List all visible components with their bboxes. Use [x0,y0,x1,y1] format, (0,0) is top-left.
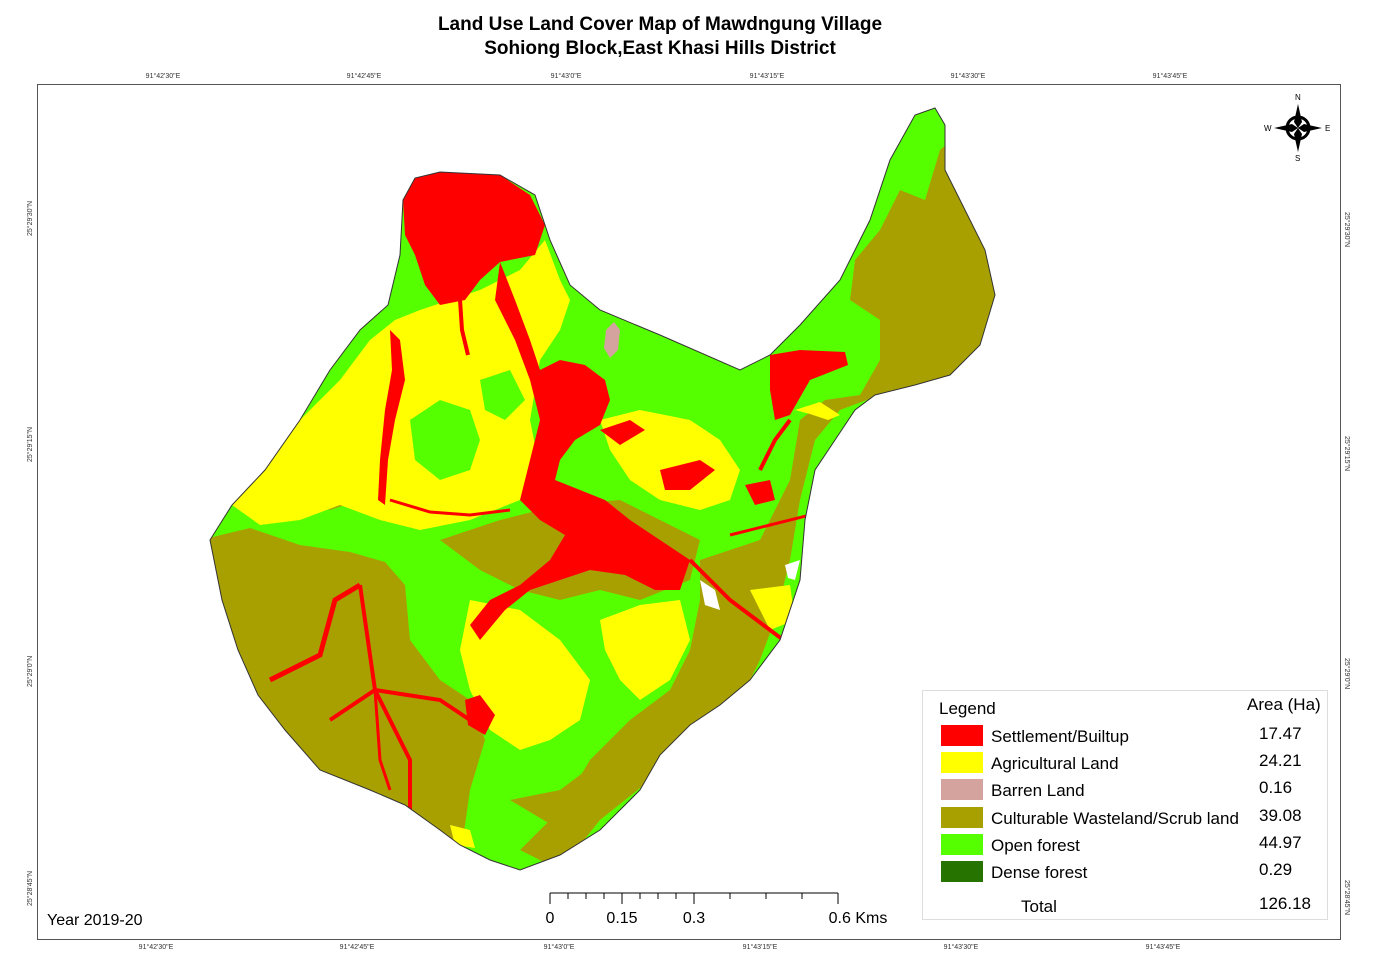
longitude-label-top: 91°43'30"E [950,73,986,80]
legend-item-area: 44.97 [1259,833,1302,852]
road-segment [688,558,792,647]
map-title-line-2: Sohiong Block,East Khasi Hills District [484,38,836,59]
legend-swatch [941,834,983,855]
longitude-label-bottom: 91°43'0"E [543,944,575,951]
compass-east-label: E [1325,124,1331,133]
longitude-label-bottom: 91°43'45"E [1145,944,1181,951]
legend-item-area: 39.08 [1259,806,1302,825]
agricultural-land-area [795,402,840,420]
scale-label: 0.6 Kms [828,910,888,927]
legend-swatch [941,779,983,800]
road-segment [268,582,362,683]
village-boundary [209,107,996,871]
compass-west-label: W [1264,124,1272,133]
legend-item: Settlement/Builtup 17.47 [941,723,1321,747]
legend-item-label: Agricultural Land [991,754,1119,773]
road-segment [729,513,811,537]
longitude-label-bottom: 91°43'15"E [742,944,778,951]
legend-item-label: Settlement/Builtup [991,727,1129,746]
legend-title: Legend [939,699,996,718]
legend-swatch [941,807,983,828]
legend-item-area: 0.16 [1259,778,1293,797]
longitude-label-top: 91°43'15"E [749,73,785,80]
agricultural-land-area [600,600,690,700]
settlement-area [660,460,715,490]
compass-north-label: N [1295,93,1301,102]
longitude-label-top: 91°42'45"E [346,73,382,80]
road-segment [458,299,470,356]
settlement-area [770,350,848,420]
legend-item-area: 24.21 [1259,751,1302,770]
longitude-label-top: 91°43'0"E [550,73,582,80]
legend-item: Open forest 44.97 [941,832,1321,856]
legend-panel: Legend Area (Ha) Settlement/Builtup 17.4… [922,690,1328,920]
legend-total-value: 126.18 [1259,894,1311,913]
legend-swatch [941,752,983,773]
barren-land-area [604,322,620,358]
road-segment [389,498,511,517]
road-segment [328,687,472,722]
longitude-label-bottom: 91°43'30"E [943,944,979,951]
legend-item: Barren Land 0.16 [941,777,1321,801]
settlement-area [378,330,405,505]
longitude-label-top: 91°42'30"E [145,73,181,80]
scale-label: 0.15 [606,910,638,927]
legend-item-label: Open forest [991,836,1080,855]
legend-swatch [941,861,983,882]
legend-item-area: 17.47 [1259,724,1302,743]
unmapped-patch [785,560,800,580]
land-cover-layer [210,108,995,870]
longitude-label-bottom: 91°42'45"E [339,944,375,951]
longitude-label-bottom: 91°42'30"E [138,944,174,951]
legend-total-label: Total [1021,897,1057,916]
settlement-area [465,695,495,735]
settlement-area [600,420,645,445]
legend-item-area: 0.29 [1259,860,1293,879]
legend-item-label: Dense forest [991,863,1088,882]
open-forest-area [480,370,525,420]
compass-south-label: S [1295,154,1301,163]
unmapped-patch [700,580,720,610]
road-segment [758,418,792,471]
scrub-land-area [510,690,690,830]
legend-item: Dense forest 0.29 [941,859,1321,883]
scrub-land-area [520,108,995,870]
settlement-area [745,480,775,505]
legend-item: Culturable Wasteland/Scrub land 39.08 [941,805,1321,829]
map-title-line-1: Land Use Land Cover Map of Mawdngung Vil… [437,14,883,35]
legend-area-header: Area (Ha) [1247,695,1321,714]
year-label: Year 2019-20 [47,912,143,929]
scale-bar [549,892,839,904]
settlement-area [470,262,690,640]
legend-item: Agricultural Land 24.21 [941,750,1321,774]
open-forest-area [410,400,480,480]
road-segment [373,689,392,791]
settlement-area [403,172,545,305]
map-frame [37,84,1341,940]
agricultural-land-area [750,585,795,630]
north-arrow-icon [1274,104,1322,152]
scale-label: 0.3 [682,910,706,927]
scale-label: 0 [545,910,555,927]
legend-item-label: Culturable Wasteland/Scrub land [991,809,1239,828]
longitude-label-top: 91°43'45"E [1152,73,1188,80]
legend-swatch [941,725,983,746]
legend-item-label: Barren Land [991,781,1085,800]
